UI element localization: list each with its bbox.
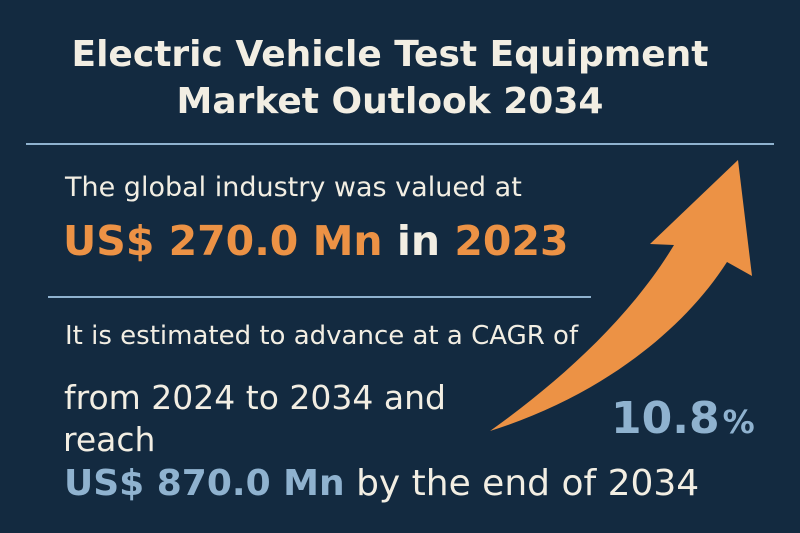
cagr-unit: % [722,403,755,441]
valuation-intro: The global industry was valued at [65,172,522,203]
valuation-year: 2023 [454,217,569,265]
forecast-period: from 2024 to 2034 and [64,378,446,417]
forecast-intro: It is estimated to advance at a CAGR of [65,321,579,351]
valuation-amount: US$ 270.0 Mn [63,217,383,265]
middle-divider [48,296,591,298]
forecast-amount: US$ 870.0 Mn [64,463,345,504]
forecast-suffix: by the end of 2034 [356,463,700,504]
page-title-line-2: Market Outlook 2034 [176,81,604,122]
top-divider [26,143,774,145]
forecast-headline: US$ 870.0 Mn by the end of 2034 [64,460,699,508]
cagr-value: 10.8% [611,393,755,448]
page-title-line-1: Electric Vehicle Test Equipment [71,34,709,75]
forecast-reach: reach [63,420,156,459]
valuation-headline: US$ 270.0 Mn in 2023 [63,214,569,268]
cagr-number: 10.8 [611,393,720,444]
valuation-connector: in [396,217,441,265]
